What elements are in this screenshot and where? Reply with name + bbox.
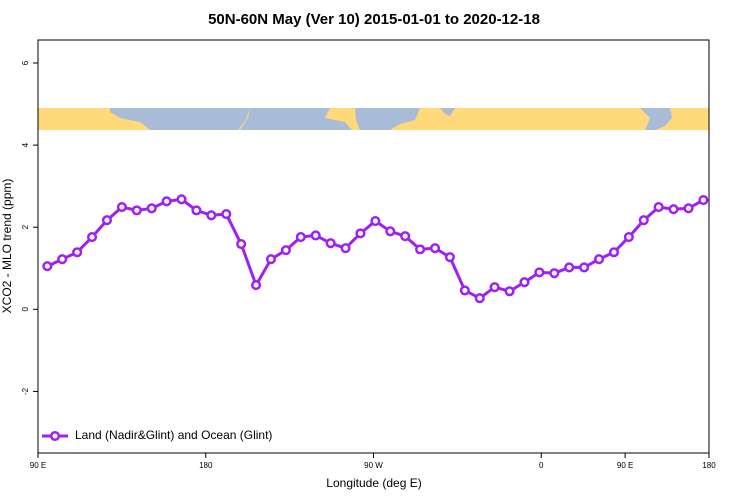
y-axis-label: XCO2 - MLO trend (ppm) (0, 179, 14, 314)
point (444, 252, 455, 263)
x-tick-label: 90 W (364, 461, 383, 470)
y-tick-label: 4 (21, 142, 30, 147)
x-axis-label: Longitude (deg E) (326, 476, 421, 490)
plot-frame (37, 39, 710, 454)
point (87, 232, 98, 243)
point (370, 215, 381, 227)
point (683, 203, 694, 214)
point (161, 196, 172, 207)
x-tick-label: 180 (702, 461, 716, 470)
point (280, 245, 291, 256)
point (459, 285, 470, 296)
point (668, 204, 679, 215)
y-tick-label: 0 (21, 307, 30, 312)
point (549, 268, 560, 279)
point (236, 238, 247, 250)
y-tick-label: -2 (21, 387, 30, 395)
point (146, 203, 157, 214)
point (638, 215, 649, 226)
point (295, 232, 306, 243)
point (534, 267, 545, 278)
y-tick-label: 2 (21, 224, 30, 229)
line (46, 197, 705, 300)
legend-marker (49, 430, 61, 442)
point (653, 202, 664, 213)
point (400, 231, 411, 242)
point (325, 238, 336, 249)
point (176, 194, 187, 205)
x-tick-label: 0 (539, 461, 544, 470)
x-tick-label: 90 E (617, 461, 633, 470)
point (579, 262, 590, 273)
x-tick-label: 180 (199, 461, 213, 470)
point (623, 232, 634, 243)
point (57, 254, 68, 265)
point (42, 261, 53, 272)
point (698, 195, 709, 206)
point (385, 226, 396, 237)
point (429, 243, 441, 254)
chart-title: 50N-60N May (Ver 10) 2015-01-01 to 2020-… (208, 11, 540, 28)
legend-label: Land (Nadir&Glint) and Ocean (Glint) (75, 428, 272, 442)
x-tick-label: 90 E (30, 461, 46, 470)
point (608, 247, 619, 258)
point (340, 243, 351, 254)
point (265, 254, 277, 265)
point (415, 244, 426, 255)
point (191, 205, 202, 216)
map-band (38, 108, 709, 130)
point (116, 202, 127, 213)
point (519, 277, 530, 288)
point (72, 247, 83, 258)
point (474, 293, 485, 304)
point (489, 282, 500, 293)
point (355, 228, 366, 239)
point (504, 286, 515, 297)
point (221, 209, 232, 220)
point (593, 254, 605, 265)
point (101, 215, 113, 226)
point (310, 230, 321, 241)
point (564, 262, 575, 273)
point (251, 280, 262, 291)
point (206, 210, 217, 221)
point (131, 205, 142, 216)
y-tick-label: 6 (21, 60, 30, 65)
